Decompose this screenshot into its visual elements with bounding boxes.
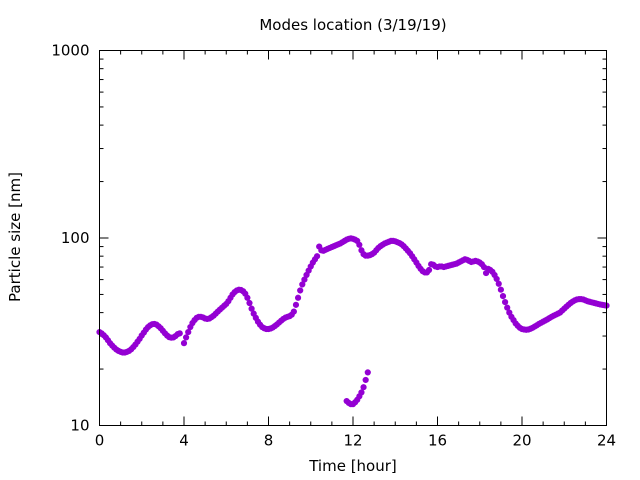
y-axis-label: Particle size [nm] xyxy=(6,172,24,302)
tick-labels: 0 4 8 12 16 20 24 10 100 1000 xyxy=(51,42,616,450)
data-point xyxy=(497,286,504,293)
x-tick-label: 16 xyxy=(428,432,447,450)
data-point xyxy=(297,287,304,294)
data-point xyxy=(362,376,369,384)
data-point xyxy=(180,340,188,347)
data-point xyxy=(244,294,251,301)
x-tick-label: 0 xyxy=(95,432,105,450)
data-point xyxy=(313,253,321,260)
data-point xyxy=(499,292,507,300)
data-point xyxy=(502,299,509,306)
x-tick-label: 20 xyxy=(512,432,531,450)
data-markers xyxy=(96,235,610,408)
data-point xyxy=(358,389,365,396)
x-tick-label: 12 xyxy=(343,432,362,450)
data-point xyxy=(290,308,297,315)
x-tick-label: 8 xyxy=(264,432,274,450)
data-point xyxy=(292,301,300,308)
plot-frame xyxy=(99,50,607,426)
data-point xyxy=(364,369,371,376)
y-tick-label: 10 xyxy=(70,417,89,435)
y-tick-label: 100 xyxy=(61,229,90,247)
x-axis-label: Time [hour] xyxy=(308,457,397,475)
x-tick-label: 24 xyxy=(597,432,616,450)
y-tick-label: 1000 xyxy=(51,42,89,60)
data-point xyxy=(360,384,367,391)
data-point xyxy=(495,280,502,287)
data-point xyxy=(356,241,363,248)
data-point xyxy=(246,299,253,307)
x-tick-label: 4 xyxy=(179,432,189,450)
data-point xyxy=(183,334,190,341)
data-point xyxy=(294,294,302,301)
data-point xyxy=(176,330,183,337)
chart-title: Modes location (3/19/19) xyxy=(259,16,446,34)
data-point xyxy=(425,266,433,274)
